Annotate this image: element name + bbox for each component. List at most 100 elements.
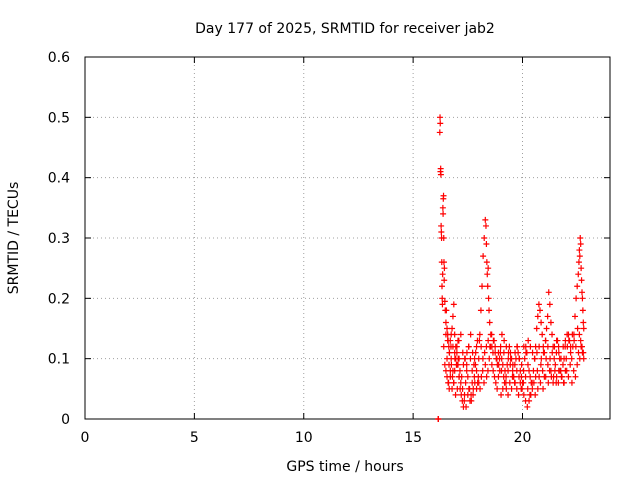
data-point	[511, 379, 518, 386]
data-point	[565, 337, 572, 344]
data-point	[476, 331, 483, 338]
data-point	[516, 355, 523, 362]
data-point	[437, 114, 444, 121]
data-point	[545, 379, 552, 386]
data-point	[520, 367, 527, 374]
axis-ticks: 0 5 10 15 20 0 0.1 0.2 0.3 0.4 0.5 0.6	[48, 50, 610, 446]
data-point	[481, 379, 487, 386]
data-point	[549, 331, 556, 338]
data-point	[507, 361, 514, 368]
data-point	[436, 129, 443, 136]
data-point	[477, 385, 484, 392]
data-point	[461, 397, 468, 404]
x-tick-label: 10	[295, 430, 313, 446]
data-point	[572, 313, 578, 320]
data-point	[484, 367, 491, 374]
y-tick-label: 0	[61, 412, 70, 428]
data-point	[479, 367, 486, 374]
data-point	[447, 373, 454, 380]
data-point	[439, 271, 446, 278]
data-point	[440, 210, 447, 217]
data-point	[505, 391, 512, 398]
data-point	[456, 373, 463, 380]
data-point	[465, 343, 472, 350]
data-point	[452, 391, 459, 398]
data-point	[543, 325, 550, 332]
data-point	[526, 391, 533, 398]
data-point	[440, 235, 447, 241]
data-point	[521, 355, 528, 362]
data-point	[447, 343, 454, 350]
data-point	[442, 331, 449, 338]
data-point	[527, 343, 534, 350]
data-point	[442, 319, 449, 326]
data-point	[570, 367, 577, 374]
data-point	[540, 385, 547, 392]
data-point	[539, 367, 546, 374]
data-point	[535, 301, 542, 308]
data-point	[439, 283, 445, 290]
data-point	[577, 235, 584, 241]
data-point	[572, 343, 579, 350]
data-point	[490, 367, 497, 374]
data-point	[579, 295, 586, 302]
data-point	[505, 349, 512, 356]
data-point	[439, 204, 446, 211]
data-point	[533, 349, 540, 356]
data-point	[534, 313, 541, 320]
data-point	[536, 343, 543, 350]
data-point	[578, 265, 585, 272]
data-point	[497, 343, 504, 350]
data-point	[498, 391, 505, 398]
data-point	[551, 343, 558, 350]
data-point	[520, 391, 527, 398]
data-point	[571, 337, 578, 344]
data-point	[580, 349, 587, 356]
data-point	[537, 379, 544, 386]
data-point	[492, 379, 499, 386]
data-point	[574, 283, 581, 290]
data-point	[446, 361, 452, 368]
data-point	[476, 337, 483, 344]
data-point	[577, 337, 584, 344]
data-point	[483, 241, 490, 248]
data-point	[488, 361, 495, 368]
data-point	[538, 319, 545, 326]
data-point	[461, 355, 468, 362]
data-point	[540, 349, 547, 356]
data-point	[530, 379, 537, 386]
data-point	[574, 325, 581, 332]
data-point	[457, 379, 464, 386]
data-point	[531, 355, 538, 362]
data-point	[538, 355, 545, 362]
data-point	[505, 367, 512, 374]
data-point	[509, 373, 516, 380]
data-point	[578, 277, 585, 284]
y-tick-label: 0.1	[48, 352, 70, 368]
data-point	[545, 289, 552, 296]
data-point	[498, 367, 505, 374]
data-point	[563, 367, 570, 374]
data-point	[579, 307, 586, 314]
data-point	[572, 373, 579, 380]
data-point	[438, 222, 445, 229]
data-point	[444, 355, 451, 362]
data-point	[576, 247, 583, 254]
data-point	[534, 385, 541, 392]
grid-lines	[85, 57, 610, 419]
data-point	[553, 379, 560, 386]
data-point	[440, 192, 447, 199]
x-tick-label: 15	[404, 430, 422, 446]
data-point	[544, 313, 551, 320]
data-point	[498, 355, 505, 362]
data-point	[533, 325, 540, 332]
data-point	[577, 241, 584, 248]
data-point	[524, 385, 531, 392]
x-tick-label: 20	[514, 430, 532, 446]
data-point	[444, 325, 451, 332]
data-point	[579, 289, 585, 296]
data-point	[567, 349, 574, 356]
data-point	[463, 403, 470, 410]
data-point	[580, 319, 587, 326]
